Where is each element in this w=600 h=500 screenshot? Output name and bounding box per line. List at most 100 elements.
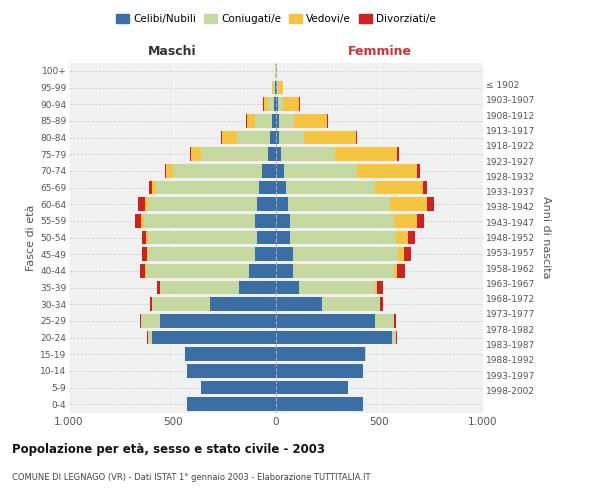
- Bar: [270, 130, 276, 144]
- Bar: [276, 214, 290, 228]
- Bar: [274, 98, 276, 111]
- Bar: [256, 248, 276, 261]
- Bar: [276, 380, 349, 394]
- Bar: [187, 364, 276, 378]
- Bar: [276, 330, 397, 344]
- Bar: [276, 348, 365, 361]
- Bar: [239, 280, 276, 294]
- Bar: [202, 148, 276, 161]
- Bar: [187, 398, 276, 411]
- Bar: [276, 348, 365, 361]
- Bar: [276, 248, 404, 261]
- Bar: [276, 264, 397, 278]
- Bar: [273, 80, 276, 94]
- Bar: [148, 198, 276, 211]
- Bar: [152, 298, 276, 311]
- Bar: [276, 298, 380, 311]
- Bar: [259, 180, 276, 194]
- Bar: [276, 348, 365, 361]
- Bar: [276, 164, 420, 177]
- Legend: Celibi/Nubili, Coniugati/e, Vedovi/e, Divorziati/e: Celibi/Nubili, Coniugati/e, Vedovi/e, Di…: [112, 10, 440, 29]
- Bar: [143, 214, 276, 228]
- Bar: [187, 398, 276, 411]
- Bar: [187, 364, 276, 378]
- Bar: [187, 364, 276, 378]
- Bar: [276, 164, 357, 177]
- Bar: [276, 80, 283, 94]
- Bar: [152, 180, 276, 194]
- Text: Maschi: Maschi: [148, 44, 197, 58]
- Bar: [190, 148, 276, 161]
- Bar: [276, 80, 278, 94]
- Bar: [156, 180, 276, 194]
- Bar: [148, 330, 276, 344]
- Bar: [276, 114, 293, 128]
- Bar: [276, 98, 283, 111]
- Bar: [276, 398, 363, 411]
- Bar: [148, 330, 276, 344]
- Bar: [276, 330, 396, 344]
- Bar: [147, 330, 276, 344]
- Bar: [276, 130, 357, 144]
- Bar: [276, 148, 335, 161]
- Bar: [276, 230, 396, 244]
- Bar: [164, 164, 276, 177]
- Bar: [142, 230, 276, 244]
- Bar: [276, 98, 300, 111]
- Bar: [142, 248, 276, 261]
- Bar: [276, 130, 304, 144]
- Bar: [236, 130, 276, 144]
- Bar: [185, 348, 276, 361]
- Bar: [149, 180, 276, 194]
- Bar: [276, 380, 349, 394]
- Bar: [148, 230, 276, 244]
- Bar: [276, 398, 363, 411]
- Bar: [276, 130, 279, 144]
- Text: COMUNE DI LEGNAGO (VR) - Dati ISTAT 1° gennaio 2003 - Elaborazione TUTTITALIA.IT: COMUNE DI LEGNAGO (VR) - Dati ISTAT 1° g…: [12, 472, 371, 482]
- Bar: [276, 314, 376, 328]
- Y-axis label: Fasce di età: Fasce di età: [26, 204, 36, 270]
- Bar: [249, 264, 276, 278]
- Bar: [276, 398, 363, 411]
- Bar: [135, 214, 276, 228]
- Bar: [276, 214, 394, 228]
- Bar: [160, 314, 276, 328]
- Bar: [263, 98, 276, 111]
- Bar: [202, 380, 276, 394]
- Bar: [173, 164, 276, 177]
- Bar: [276, 230, 409, 244]
- Bar: [276, 198, 289, 211]
- Bar: [160, 280, 276, 294]
- Bar: [263, 98, 276, 111]
- Bar: [276, 198, 427, 211]
- Bar: [276, 380, 349, 394]
- Bar: [140, 264, 276, 278]
- Bar: [145, 264, 276, 278]
- Bar: [276, 64, 277, 78]
- Bar: [275, 64, 276, 78]
- Bar: [276, 298, 383, 311]
- Bar: [160, 280, 276, 294]
- Bar: [276, 180, 427, 194]
- Bar: [276, 230, 290, 244]
- Bar: [256, 214, 276, 228]
- Bar: [276, 348, 365, 361]
- Bar: [275, 64, 276, 78]
- Bar: [152, 330, 276, 344]
- Bar: [276, 180, 423, 194]
- Bar: [256, 114, 276, 128]
- Bar: [276, 314, 394, 328]
- Bar: [276, 198, 390, 211]
- Bar: [276, 248, 398, 261]
- Bar: [276, 298, 322, 311]
- Bar: [276, 148, 397, 161]
- Bar: [187, 398, 276, 411]
- Bar: [276, 114, 327, 128]
- Bar: [142, 314, 276, 328]
- Bar: [276, 364, 363, 378]
- Bar: [202, 380, 276, 394]
- Text: Popolazione per età, sesso e stato civile - 2003: Popolazione per età, sesso e stato civil…: [12, 442, 325, 456]
- Bar: [276, 248, 293, 261]
- Bar: [210, 298, 276, 311]
- Bar: [187, 364, 276, 378]
